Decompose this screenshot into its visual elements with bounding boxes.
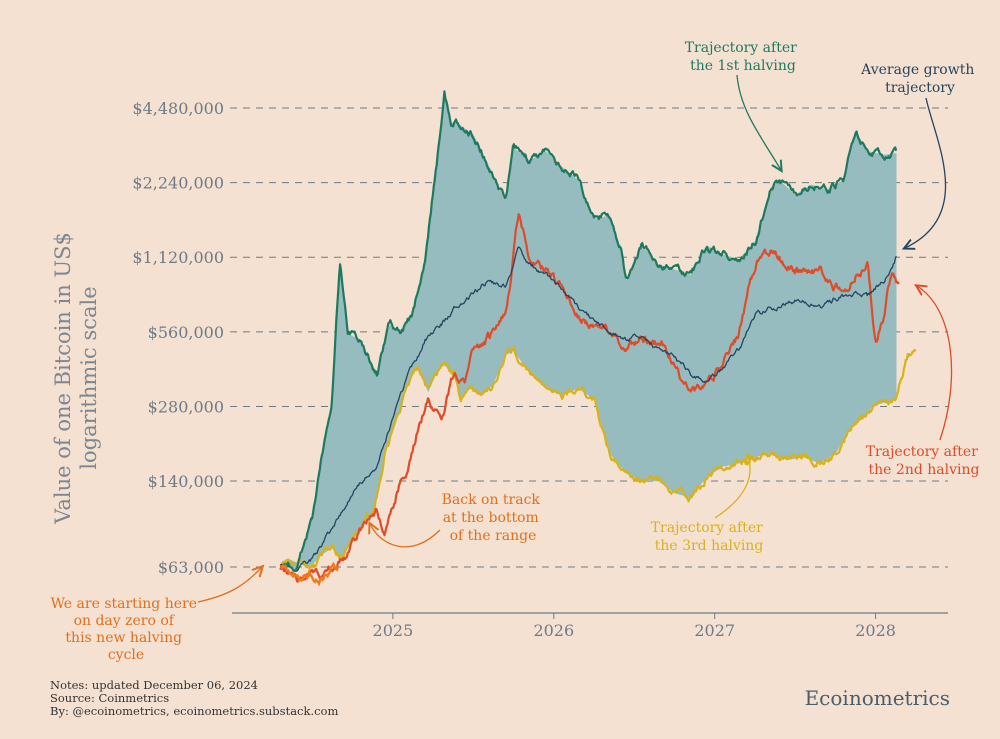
annotation-second-halving: Trajectory after the 2nd halving (866, 286, 983, 478)
average-growth-line (279, 246, 897, 572)
y-tick-label: $4,480,000 (132, 99, 224, 118)
first-halving-line (279, 90, 898, 573)
brand-name: Ecoinometrics (804, 686, 950, 710)
svg-text:Trajectory after the 1st: Trajectory after the 1st halving (685, 40, 802, 74)
third-halving-line (279, 346, 917, 570)
note-source: Source: Coinmetrics (50, 691, 170, 705)
svg-text:Trajectory after the 2nd: Trajectory after the 2nd halving (866, 444, 983, 478)
note-updated: Notes: updated December 06, 2024 (50, 678, 258, 692)
annotation-back-on-track: Back on track at the bottom of the range (370, 492, 545, 548)
series-lines (279, 90, 917, 587)
y-tick-label: $560,000 (148, 323, 224, 342)
annotation-average-growth: Average growth trajectory (860, 62, 979, 248)
arrow-starting-here (197, 567, 262, 603)
y-tick-label: $1,120,000 (132, 248, 224, 267)
arrow-first-halving (736, 74, 781, 170)
svg-text:Back on track at the bot: Back on track at the bottom of the range (442, 492, 545, 544)
svg-text:We are starting here on: We are starting here on day zero of this… (51, 596, 202, 663)
x-tick-label: 2026 (533, 621, 574, 640)
y-tick-labels: $63,000 $140,000 $280,000 $560,000 $1,120,00… (132, 99, 224, 577)
x-tick-label: 2027 (694, 621, 735, 640)
y-tick-label: $140,000 (148, 472, 224, 491)
arrow-average-growth (905, 97, 947, 248)
current-cycle-line (280, 561, 340, 587)
svg-text:Average growth trajector: Average growth trajectory (860, 62, 979, 96)
annotation-first-halving: Trajectory after the 1st halving (685, 40, 802, 170)
second-halving-line (279, 213, 900, 583)
x-tick-label: 2028 (855, 621, 896, 640)
svg-text:Trajectory after the 3rd: Trajectory after the 3rd halving (651, 520, 768, 554)
y-axis-title: Value of one Bitcoin in US$ (51, 232, 75, 525)
note-byline: By: @ecoinometrics, ecoinometrics.substa… (50, 704, 339, 718)
y-tick-label: $280,000 (148, 397, 224, 416)
x-tick-labels: 2025 2026 2027 2028 (373, 613, 896, 640)
y-tick-label: $63,000 (158, 558, 224, 577)
chart-notes: Notes: updated December 06, 2024 Source:… (50, 679, 338, 718)
x-tick-label: 2025 (373, 621, 414, 640)
annotation-starting-here: We are starting here on day zero of this… (51, 567, 262, 663)
range-band (280, 92, 897, 573)
annotation-third-halving: Trajectory after the 3rd halving (651, 455, 768, 554)
y-axis-subtitle: logarithmic scale (77, 286, 101, 469)
arrow-second-halving (917, 286, 953, 441)
arrow-back-on-track (370, 524, 441, 548)
y-tick-label: $2,240,000 (132, 174, 224, 193)
arrow-third-halving (714, 455, 750, 519)
